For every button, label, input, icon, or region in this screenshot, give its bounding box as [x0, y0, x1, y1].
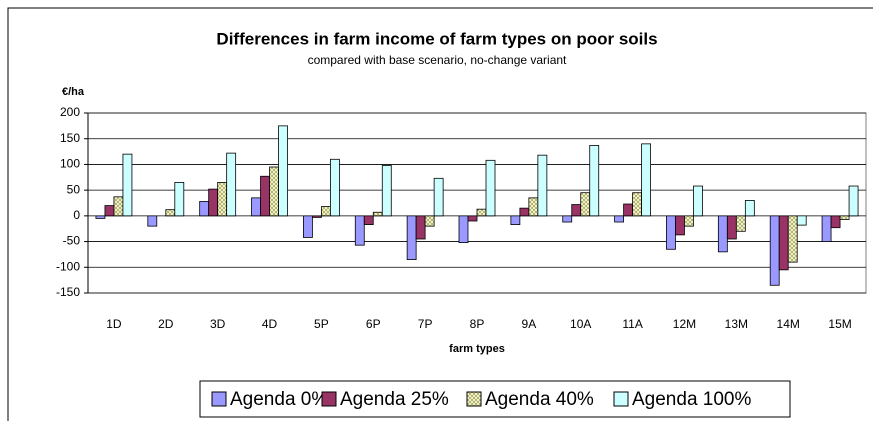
x-axis-label: farm types	[449, 343, 505, 355]
bar	[580, 192, 591, 217]
x-tick-label: 11A	[622, 317, 642, 331]
bar	[614, 215, 624, 223]
bar	[406, 215, 417, 260]
legend-box	[199, 380, 791, 418]
legend-label: Agenda 100%	[632, 389, 751, 410]
legend-swatch	[211, 391, 227, 407]
bar	[510, 215, 521, 226]
bar	[476, 208, 487, 217]
bar	[717, 215, 728, 253]
y-axis-label: €/ha	[62, 86, 85, 98]
x-tick-label: 9A	[522, 317, 537, 331]
x-tick-label: 3D	[210, 317, 226, 331]
x-tick-label: 12M	[673, 317, 696, 331]
legend-label: Agenda 25%	[340, 389, 449, 410]
bar	[260, 175, 270, 217]
bar	[433, 177, 444, 217]
bar	[726, 215, 737, 240]
y-tick-label: -50	[63, 234, 81, 248]
bar	[562, 215, 573, 223]
bar	[320, 206, 331, 217]
y-tick-label: 100	[60, 157, 80, 171]
bar	[251, 197, 261, 217]
x-tick-label: 5P	[314, 317, 329, 331]
y-tick-label: -150	[56, 285, 80, 299]
x-tick-label: 10A	[570, 317, 591, 331]
bar	[769, 215, 780, 286]
bar	[666, 215, 676, 250]
bar	[778, 215, 789, 271]
bar	[485, 159, 496, 217]
bar	[113, 196, 124, 217]
bar	[95, 215, 106, 219]
x-tick-label: 13M	[725, 317, 748, 331]
bar	[467, 215, 478, 222]
bar	[174, 182, 185, 217]
bar	[830, 215, 841, 229]
x-tick-label: 15M	[828, 317, 851, 331]
bar	[104, 205, 115, 217]
bar	[537, 154, 548, 217]
legend-swatch	[321, 391, 337, 407]
bar	[217, 182, 228, 217]
bar	[571, 204, 582, 217]
x-tick-label: 6P	[366, 317, 381, 331]
x-tick-label: 1D	[106, 317, 122, 331]
chart-title: Differences in farm income of farm types…	[216, 29, 657, 48]
bar	[269, 166, 279, 217]
bar	[354, 215, 365, 246]
bar	[839, 215, 850, 220]
bar	[735, 215, 746, 232]
bar	[848, 185, 859, 217]
x-tick-label: 7P	[418, 317, 433, 331]
legend-swatch	[613, 391, 629, 407]
bar	[208, 188, 219, 217]
bar	[684, 215, 694, 227]
y-tick-label: 0	[73, 208, 80, 222]
y-tick-label: -100	[56, 259, 80, 273]
bar	[623, 203, 633, 217]
bar	[821, 215, 832, 242]
bar	[632, 192, 642, 217]
bar	[787, 215, 798, 263]
bar	[302, 215, 313, 238]
bar	[519, 207, 530, 217]
bar	[372, 211, 383, 217]
chart-subtitle: compared with base scenario, no-change v…	[308, 53, 567, 67]
legend-label: Agenda 40%	[485, 389, 594, 410]
x-tick-label: 2D	[158, 317, 174, 331]
bar	[226, 152, 237, 217]
bar	[458, 215, 469, 244]
bar	[589, 144, 600, 217]
bar	[415, 215, 426, 240]
bar	[311, 215, 322, 218]
legend-label: Agenda 0%	[230, 389, 328, 410]
bar	[329, 158, 340, 217]
bar	[675, 215, 685, 236]
bar	[693, 185, 703, 217]
y-tick-label: 50	[67, 182, 81, 196]
x-tick-label: 8P	[470, 317, 485, 331]
y-tick-label: 200	[60, 105, 80, 119]
bar	[744, 200, 755, 217]
bar	[381, 165, 392, 217]
bar	[165, 209, 176, 217]
x-tick-label: 14M	[777, 317, 800, 331]
bar	[199, 201, 210, 217]
y-tick-label: 150	[60, 131, 80, 145]
bar	[122, 153, 133, 217]
x-tick-label: 4D	[262, 317, 278, 331]
bar	[424, 215, 435, 227]
bar	[363, 215, 374, 226]
bar	[641, 143, 651, 217]
legend-swatch	[466, 391, 482, 407]
bar	[147, 215, 158, 227]
bar	[796, 215, 807, 226]
bar	[528, 197, 539, 217]
bar	[278, 125, 288, 217]
